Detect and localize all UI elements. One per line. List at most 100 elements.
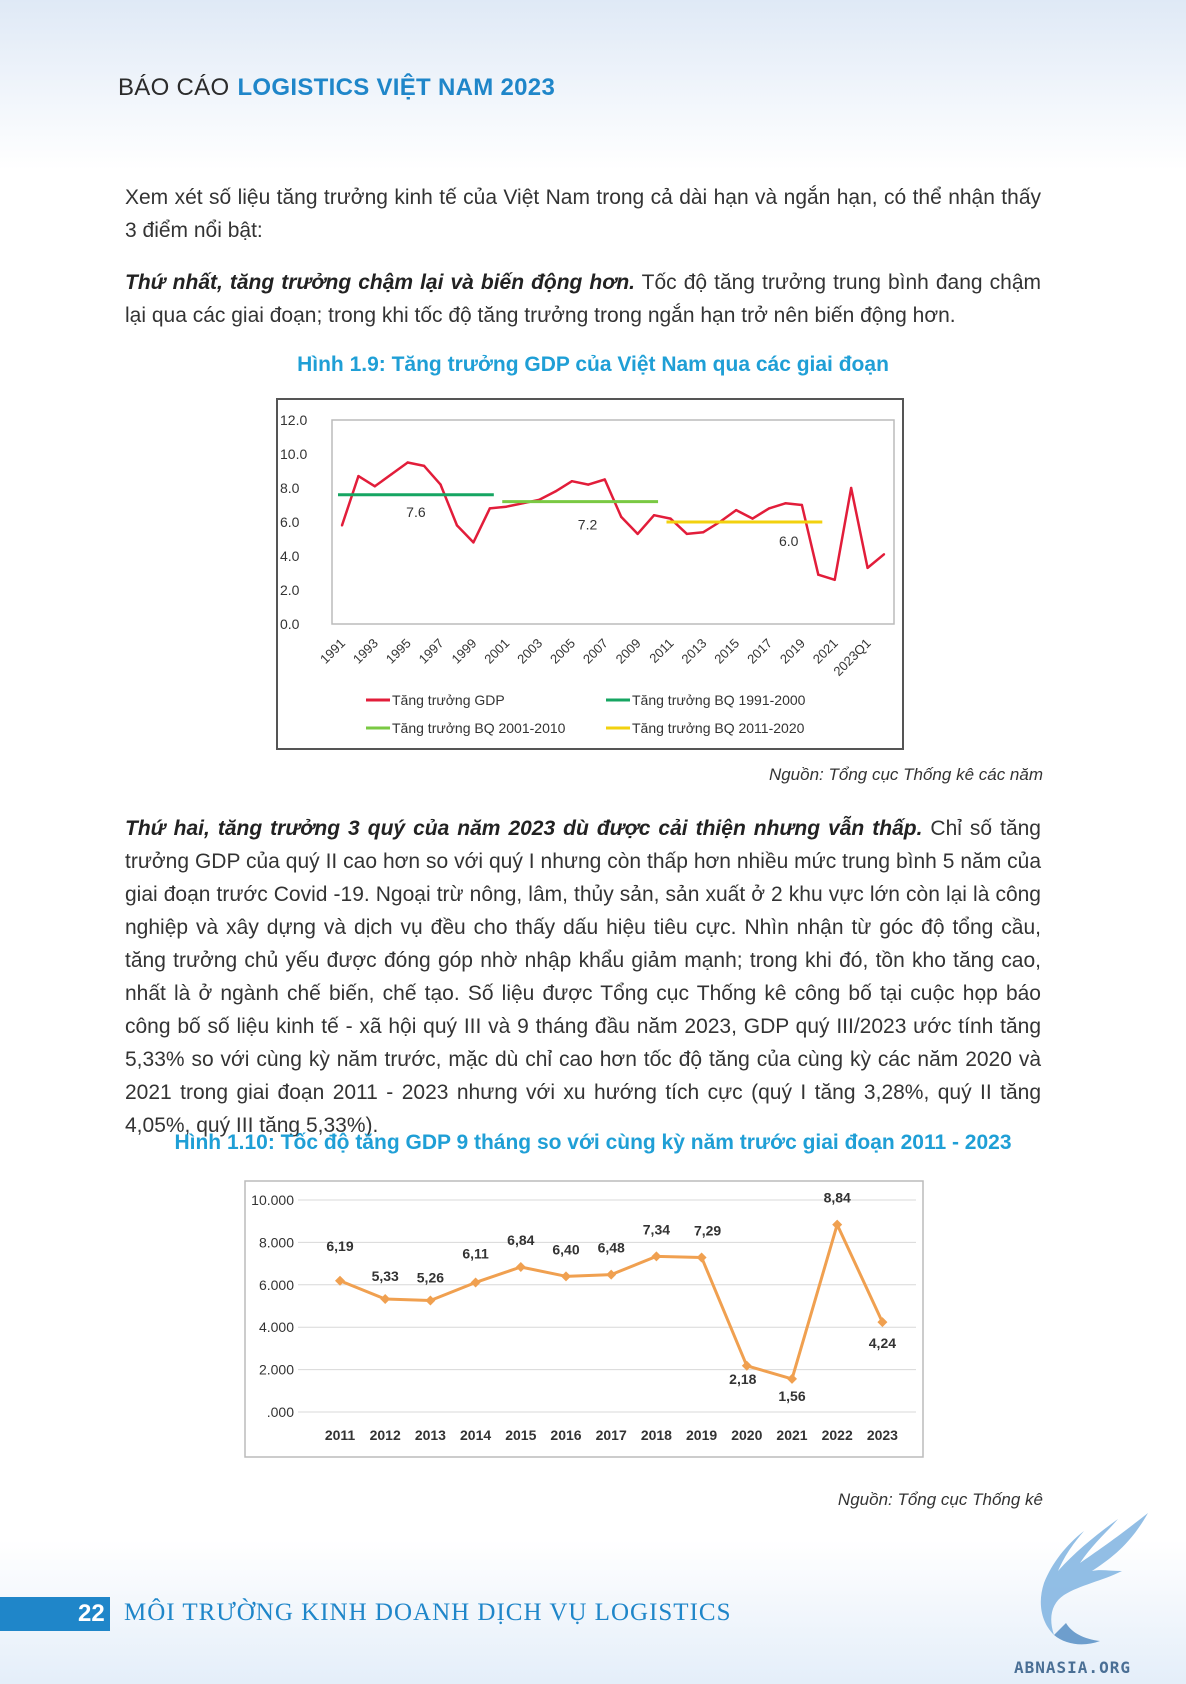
chart1-gdp-point (505, 505, 508, 508)
chart2-x-tick-label: 2018 (641, 1427, 672, 1443)
chart1-gdp-point (603, 478, 606, 481)
figure1-chart: 12.0 10.0 8.0 6.0 4.0 2.0 0.0 1991 1993 1995 1997 1… (276, 398, 904, 750)
chart2-data-label: 6,40 (552, 1241, 579, 1257)
chart2-data-point (741, 1360, 752, 1371)
chart2-x-tick-label: 2013 (415, 1427, 446, 1443)
chart1-avg-label-2: 7.2 (578, 517, 598, 533)
report-header: BÁO CÁO LOGISTICS VIỆT NAM 2023 (118, 74, 555, 102)
chart1-legend-label: Tăng trưởng BQ 2011-2020 (632, 720, 805, 736)
chart2-x-tick-label: 2022 (822, 1427, 853, 1443)
chart2-data-label: 6,84 (507, 1232, 534, 1248)
figure1-title: Hình 1.9: Tăng trưởng GDP của Việt Nam q… (297, 353, 889, 376)
chart1-y-tick-label: 0.0 (280, 616, 300, 632)
point2-paragraph: Thứ hai, tăng trưởng 3 quý của năm 2023 … (125, 812, 1041, 1142)
chart2-x-tick-label: 2014 (460, 1427, 491, 1443)
chart1-gdp-point (390, 473, 393, 476)
chart2-data-point (335, 1275, 345, 1286)
chart1-gdp-point (866, 566, 869, 570)
chart2-y-tick-label: 4.000 (259, 1319, 294, 1335)
figure2-svg: 10.000 8.000 6.000 4.000 2.000 .000 2011 2012 20… (244, 1180, 924, 1458)
chart1-gdp-point (652, 514, 656, 517)
chart1-y-tick-label: 4.0 (280, 548, 300, 564)
figure1-source: Nguồn: Tổng cục Thống kê các năm (768, 765, 1043, 784)
chart1-gdp-point (406, 461, 409, 464)
chart2-x-tick-label: 2017 (596, 1427, 627, 1443)
chart2-y-tick-label: 6.000 (259, 1277, 294, 1293)
chart2-data-label: 5,26 (417, 1269, 444, 1285)
chart1-gdp-point (587, 483, 590, 486)
chart1-gdp-point (817, 573, 820, 576)
chart1-gdp-point (734, 508, 738, 512)
chart2-data-label: 6,19 (326, 1238, 353, 1254)
chart1-gdp-point (488, 507, 492, 510)
chart1-avg-label-3: 6.0 (779, 533, 799, 549)
chart2-data-label: 6,11 (462, 1245, 489, 1261)
chart2-data-point (425, 1295, 436, 1306)
chart2-data-point (380, 1294, 391, 1305)
chart2-x-tick-label: 2011 (325, 1427, 356, 1443)
chart2-data-label: 7,34 (643, 1221, 670, 1237)
chart1-gdp-point (702, 531, 705, 534)
chart1-gdp-point (849, 486, 853, 490)
chart1-gdp-point (751, 517, 754, 520)
chart2-x-tick-label: 2019 (686, 1427, 717, 1443)
header-light: BÁO CÁO (118, 74, 230, 101)
chart1-gdp-point (669, 517, 672, 520)
chart2-data-point (787, 1373, 797, 1384)
chart2-data-point (696, 1252, 707, 1263)
chart2-data-label: 4,24 (869, 1335, 896, 1351)
chart2-x-tick-label: 2015 (505, 1427, 536, 1443)
chart2-y-tick-label: .000 (267, 1404, 294, 1420)
chart1-gdp-point (554, 490, 557, 493)
footer-page-bar (0, 1597, 110, 1631)
figure2-source: Nguồn: Tổng cục Thống kê (837, 1490, 1043, 1509)
chart2-x-tick-label: 2020 (731, 1427, 762, 1443)
chart2-data-label: 2,18 (729, 1371, 756, 1387)
chart1-gdp-point (685, 532, 689, 536)
chart1-legend-label: Tăng trưởng BQ 1991-2000 (632, 692, 806, 708)
chart2-data-point (470, 1277, 481, 1288)
chart2-x-tick-label: 2012 (370, 1427, 401, 1443)
chart1-gdp-point (373, 485, 377, 488)
chart1-gdp-point (357, 474, 360, 478)
chart1-series-gdp-line (340, 461, 885, 582)
chart2-data-label: 6,48 (598, 1240, 625, 1256)
point2-text: Chỉ số tăng trưởng GDP của quý II cao hơ… (125, 817, 1041, 1137)
bird-logo-icon (1040, 1513, 1148, 1645)
chart1-avg-label-1: 7.6 (406, 504, 426, 520)
chart2-data-point (651, 1251, 662, 1262)
watermark: ABNASIA.ORG (1014, 1658, 1131, 1677)
chart2-y-tick-label: 2.000 (259, 1362, 294, 1378)
chart1-gdp-point (800, 503, 804, 507)
chart2-x-tick-label: 2023 (867, 1427, 898, 1443)
chart1-gdp-point (882, 553, 886, 556)
chart1-gdp-point (620, 515, 623, 519)
chart1-y-tick-label: 10.0 (280, 446, 307, 462)
page-number: 22 (78, 1600, 105, 1627)
chart2-y-tick-label: 10.000 (251, 1192, 294, 1208)
point1-text: Tốc độ tăng trưởng trung bình đang chậm … (125, 271, 1041, 327)
chart2-data-label: 7,29 (694, 1222, 721, 1238)
chart2-y-tick-label: 8.000 (259, 1234, 294, 1250)
header-bold: LOGISTICS VIỆT NAM 2023 (237, 74, 556, 101)
point1-paragraph: Thứ nhất, tăng trưởng chậm lại và biến đ… (125, 266, 1041, 332)
point2-lead: Thứ hai, tăng trưởng 3 quý của năm 2023 … (125, 817, 923, 840)
intro-paragraph: Xem xét số liệu tăng trưởng kinh tế của … (125, 186, 1041, 242)
point1-lead: Thứ nhất, tăng trưởng chậm lại và biến đ… (125, 271, 636, 294)
chart2-data-point (877, 1317, 888, 1328)
chart2-frame (244, 1180, 924, 1458)
chart1-legend-label: Tăng trưởng BQ 2001-2010 (392, 720, 566, 736)
chart1-y-tick-label: 6.0 (280, 514, 300, 530)
chart1-gdp-point (833, 578, 836, 581)
chart1-gdp-point (472, 541, 475, 544)
chart1-gdp-point (455, 524, 459, 527)
chart1-gdp-point (784, 502, 787, 505)
chart2-data-label: 5,33 (372, 1268, 399, 1284)
chart2-data-point (832, 1219, 843, 1230)
chart1-legend-label: Tăng trưởng GDP (392, 692, 505, 708)
chart2-x-tick-label: 2021 (776, 1427, 807, 1443)
chart2-data-point (561, 1271, 571, 1282)
chart1-y-tick-label: 8.0 (280, 480, 300, 496)
chart2-data-label: 1,56 (778, 1388, 805, 1404)
